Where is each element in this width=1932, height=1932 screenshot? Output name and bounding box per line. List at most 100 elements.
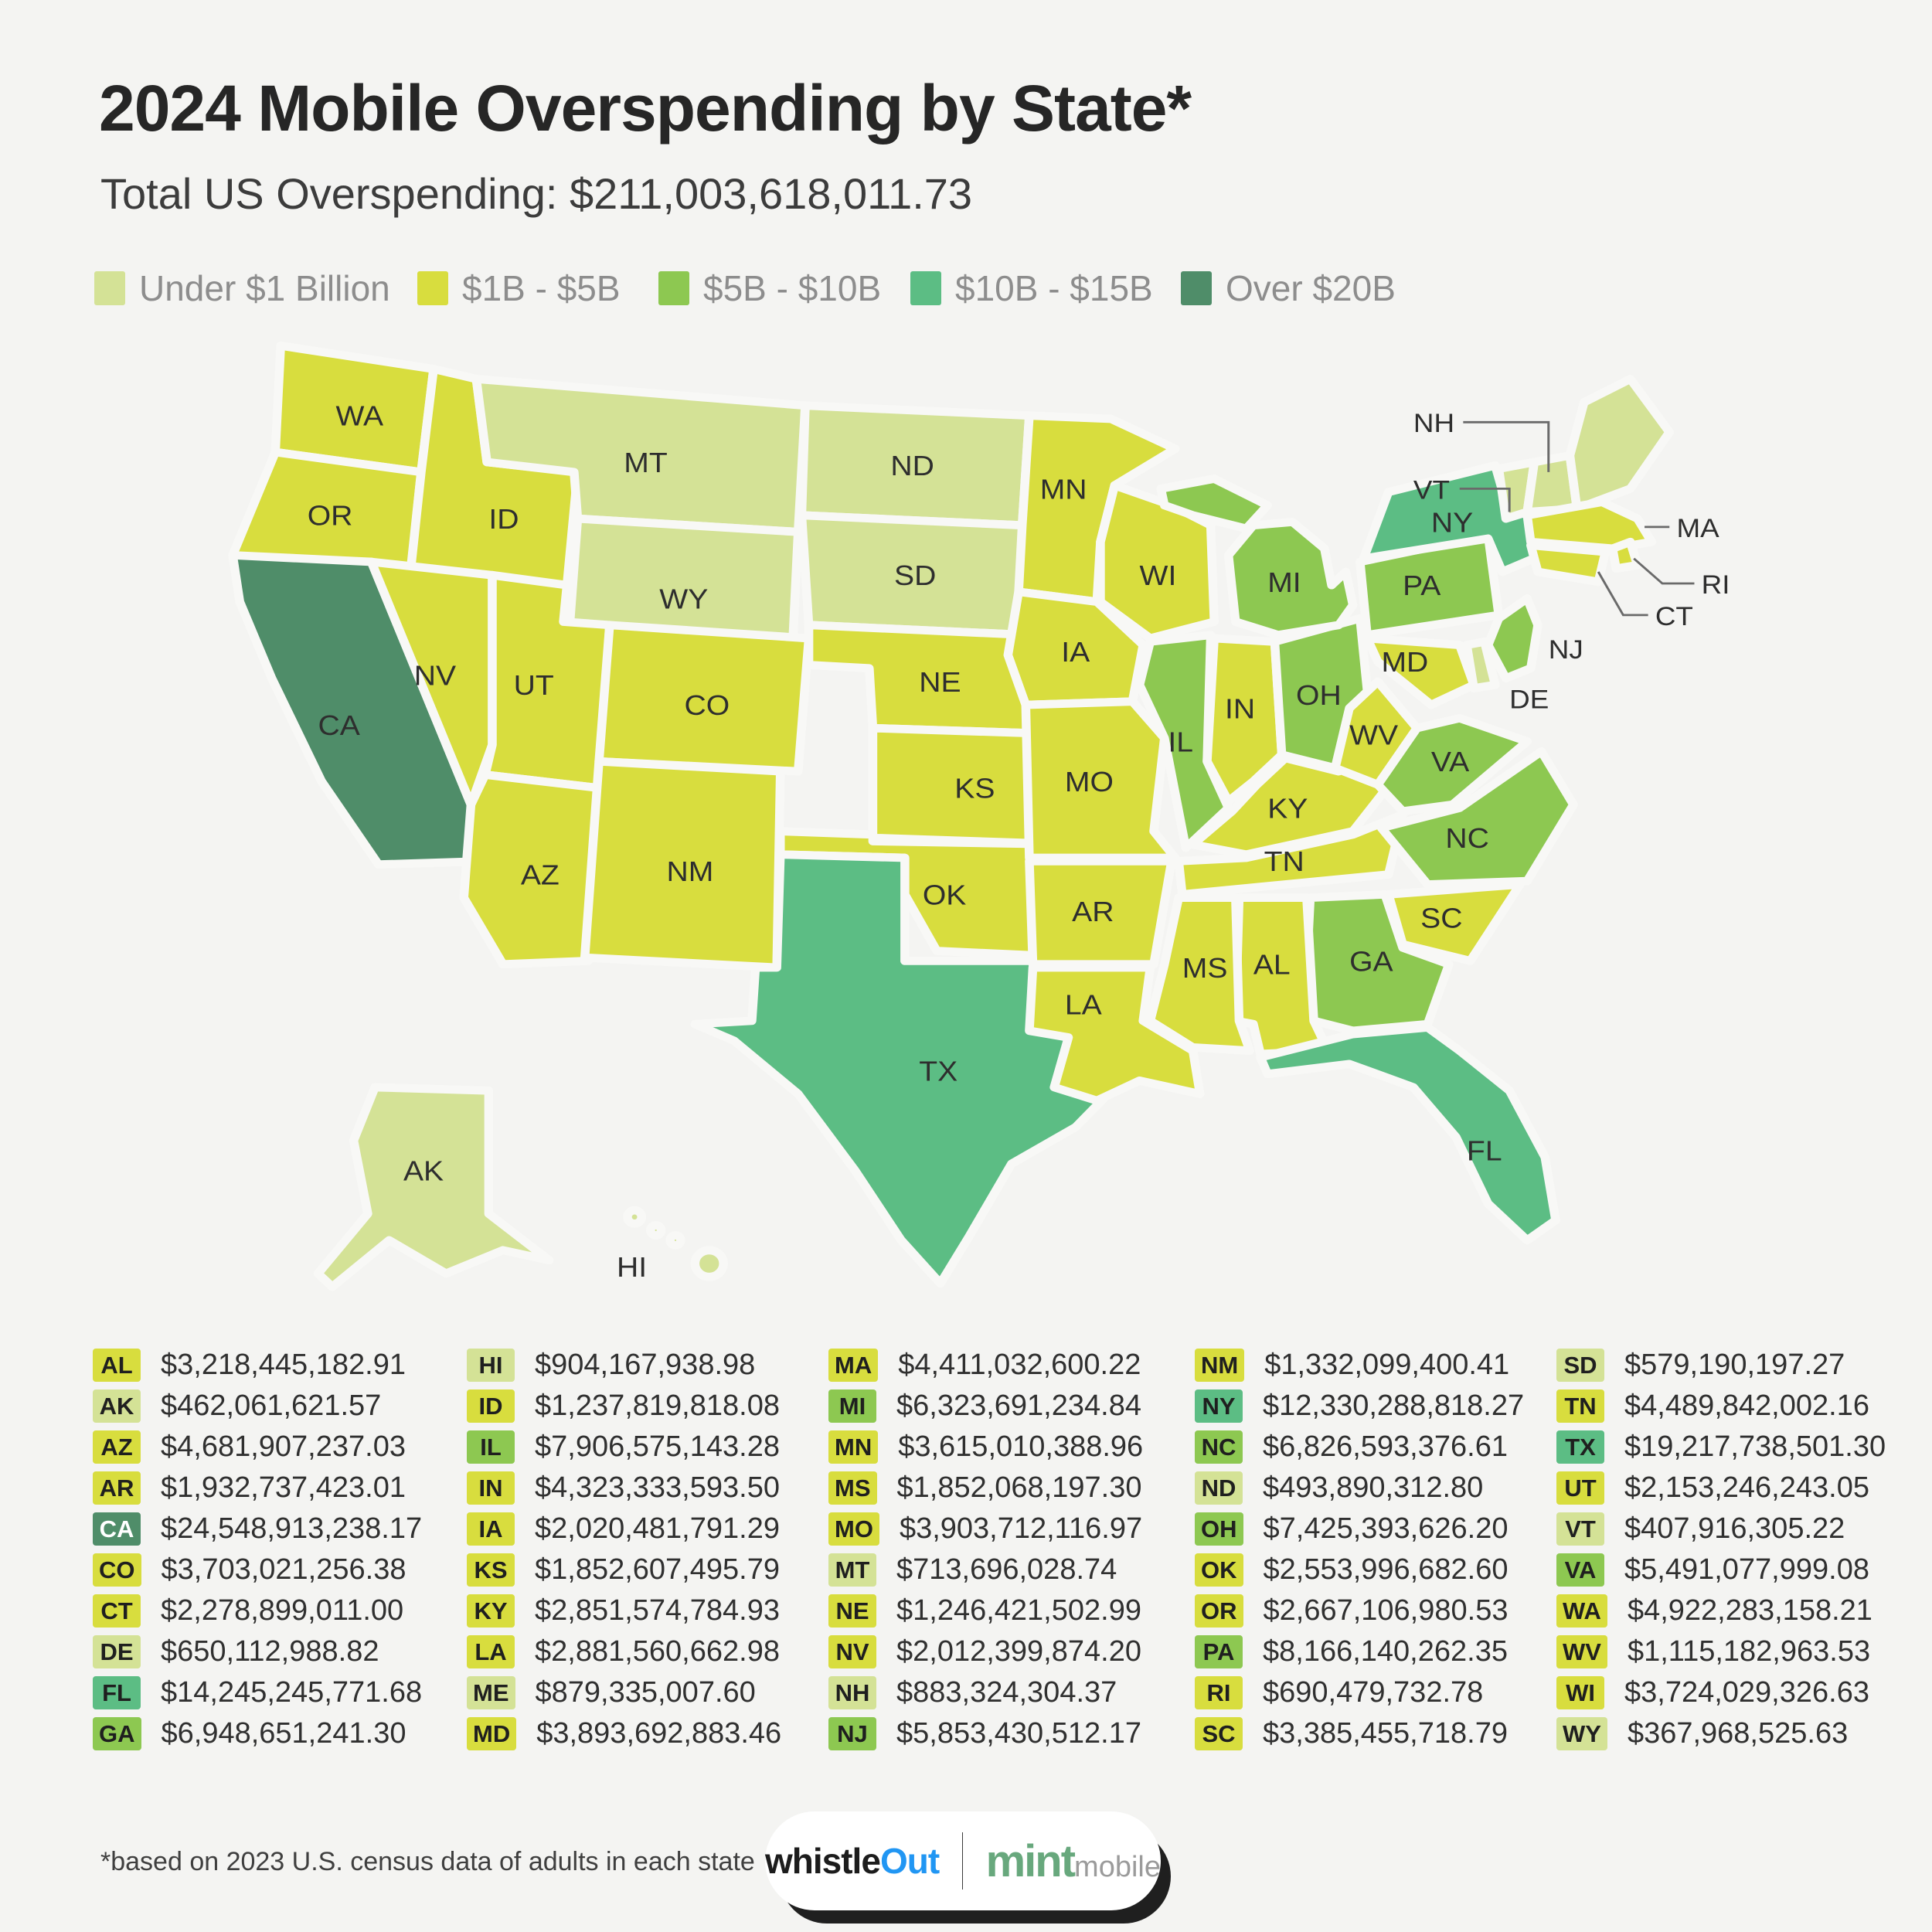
legend-label: Under $1 Billion: [139, 268, 390, 308]
map-label-IL: IL: [1168, 726, 1193, 758]
state-AK: [313, 1083, 554, 1291]
table-row-AL: AL $3,218,445,182.91: [93, 1345, 422, 1386]
table-row-LA: LA $2,881,560,662.98: [467, 1631, 781, 1672]
table-row-MT: MT $713,696,028.74: [828, 1549, 1143, 1590]
state-value-ND: $493,890,312.80: [1263, 1471, 1484, 1504]
table-column-2: HI $904,167,938.98 ID $1,237,819,818.08 IL $7…: [467, 1345, 781, 1754]
state-CT: [1526, 541, 1611, 587]
state-value-CA: $24,548,913,238.17: [161, 1512, 423, 1545]
state-value-NJ: $5,853,430,512.17: [896, 1717, 1141, 1750]
state-value-SC: $3,385,455,718.79: [1263, 1717, 1508, 1750]
whistleout-logo: whistleOut: [765, 1840, 940, 1882]
state-chip-FL: FL: [93, 1676, 141, 1709]
state-value-VT: $407,916,305.22: [1624, 1512, 1845, 1545]
map-label-CO: CO: [685, 690, 730, 722]
state-value-FL: $14,245,245,771.68: [161, 1676, 423, 1709]
map-label-WI: WI: [1140, 560, 1177, 592]
leader-line-NH: [1463, 420, 1550, 472]
table-column-5: SD $579,190,197.27 TN $4,489,842,002.16 TX $1…: [1556, 1345, 1886, 1754]
map-label-SC: SC: [1420, 903, 1462, 935]
table-row-MO: MO $3,903,712,116.97: [828, 1509, 1143, 1549]
table-row-WY: WY $367,968,525.63: [1556, 1713, 1886, 1754]
table-row-NV: NV $2,012,399,874.20: [828, 1631, 1143, 1672]
state-value-SD: $579,190,197.27: [1624, 1349, 1845, 1381]
us-map-svg: WA OR CA NV ID MT WY UT CO AZ NM ND SD N…: [228, 341, 1730, 1291]
state-value-CT: $2,278,899,011.00: [161, 1594, 404, 1627]
map-label-TN: TN: [1264, 846, 1304, 878]
state-value-KY: $2,851,574,784.93: [535, 1594, 780, 1627]
map-label-VT: VT: [1413, 474, 1450, 505]
state-value-RI: $690,479,732.78: [1263, 1676, 1484, 1709]
state-chip-DE: DE: [93, 1635, 141, 1668]
state-chip-MO: MO: [828, 1512, 879, 1546]
table-row-MA: MA $4,411,032,600.22: [828, 1345, 1143, 1386]
table-row-RI: RI $690,479,732.78: [1195, 1672, 1524, 1713]
state-value-NE: $1,246,421,502.99: [896, 1594, 1141, 1627]
total-overspending-subtitle: Total US Overspending: $211,003,618,011.…: [100, 169, 973, 218]
table-row-CA: CA $24,548,913,238.17: [93, 1509, 422, 1549]
footnote: *based on 2023 U.S. census data of adult…: [100, 1847, 755, 1876]
table-row-IL: IL $7,906,575,143.28: [467, 1427, 781, 1468]
legend: Under $1 Billion $1B - $5B $5B - $10B $10B …: [0, 267, 1932, 309]
state-value-MS: $1,852,068,197.30: [896, 1471, 1142, 1504]
state-chip-HI: HI: [467, 1349, 515, 1382]
map-label-NH: NH: [1413, 408, 1454, 438]
state-value-OR: $2,667,106,980.53: [1263, 1594, 1509, 1627]
state-chip-WA: WA: [1556, 1594, 1607, 1628]
table-column-3: MA $4,411,032,600.22 MI $6,323,691,234.84 MN…: [828, 1345, 1143, 1754]
state-MI-lower: [1223, 518, 1358, 640]
state-value-MO: $3,903,712,116.97: [899, 1512, 1143, 1545]
state-chip-SC: SC: [1195, 1717, 1243, 1750]
table-row-AK: AK $462,061,621.57: [93, 1386, 422, 1427]
map-label-OK: OK: [923, 879, 967, 911]
state-chip-AZ: AZ: [93, 1430, 141, 1464]
legend-item-4: $10B - $15B: [910, 267, 1153, 309]
map-label-ID: ID: [488, 504, 519, 536]
state-chip-NY: NY: [1195, 1389, 1243, 1423]
state-value-WV: $1,115,182,963.53: [1627, 1635, 1871, 1668]
map-label-MO: MO: [1065, 767, 1114, 798]
map-label-NM: NM: [667, 856, 714, 888]
map-label-OR: OR: [308, 501, 353, 532]
map-label-AZ: AZ: [521, 860, 560, 892]
state-chip-PA: PA: [1195, 1635, 1243, 1668]
map-label-OH: OH: [1296, 680, 1342, 712]
mintmobile-logo-mobile: mobile: [1074, 1850, 1161, 1883]
brand-logos-pill: whistleOut mintmobile: [765, 1811, 1161, 1910]
table-row-KY: KY $2,851,574,784.93: [467, 1590, 781, 1631]
state-chip-UT: UT: [1556, 1471, 1604, 1505]
state-chip-LA: LA: [467, 1635, 515, 1668]
legend-item-3: $5B - $10B: [658, 267, 881, 309]
legend-label: $10B - $15B: [955, 268, 1153, 308]
state-FL: [1256, 1023, 1560, 1245]
table-row-NY: NY $12,330,288,818.27: [1195, 1386, 1524, 1427]
state-DE: [1462, 637, 1500, 692]
state-value-ME: $879,335,007.60: [535, 1676, 756, 1709]
state-chip-TX: TX: [1556, 1430, 1604, 1464]
state-value-AK: $462,061,621.57: [161, 1389, 382, 1422]
table-row-MD: MD $3,893,692,883.46: [467, 1713, 781, 1754]
map-label-TX: TX: [919, 1056, 957, 1087]
map-label-NC: NC: [1445, 823, 1488, 855]
state-value-VA: $5,491,077,999.08: [1624, 1553, 1869, 1586]
map-label-MN: MN: [1040, 474, 1087, 505]
page-title: 2024 Mobile Overspending by State*: [99, 72, 1192, 145]
state-value-IL: $7,906,575,143.28: [535, 1430, 780, 1463]
state-HI-island: [623, 1206, 647, 1228]
state-chip-MA: MA: [828, 1349, 879, 1382]
map-label-AK: AK: [403, 1156, 444, 1188]
state-chip-MI: MI: [828, 1389, 876, 1423]
state-chip-IL: IL: [467, 1430, 515, 1464]
state-chip-RI: RI: [1195, 1676, 1243, 1709]
state-WV: [1330, 677, 1422, 789]
state-MS: [1145, 893, 1254, 1055]
state-value-OK: $2,553,996,682.60: [1263, 1553, 1509, 1586]
state-value-ID: $1,237,819,818.08: [535, 1389, 780, 1422]
map-label-UT: UT: [514, 670, 554, 702]
legend-swatch: [1181, 271, 1212, 305]
state-value-AR: $1,932,737,423.01: [161, 1471, 406, 1504]
state-chip-OH: OH: [1195, 1512, 1243, 1546]
legend-swatch: [910, 271, 941, 305]
state-chip-KY: KY: [467, 1594, 515, 1628]
us-choropleth-map: WA OR CA NV ID MT WY UT CO AZ NM ND SD N…: [108, 309, 1932, 1340]
